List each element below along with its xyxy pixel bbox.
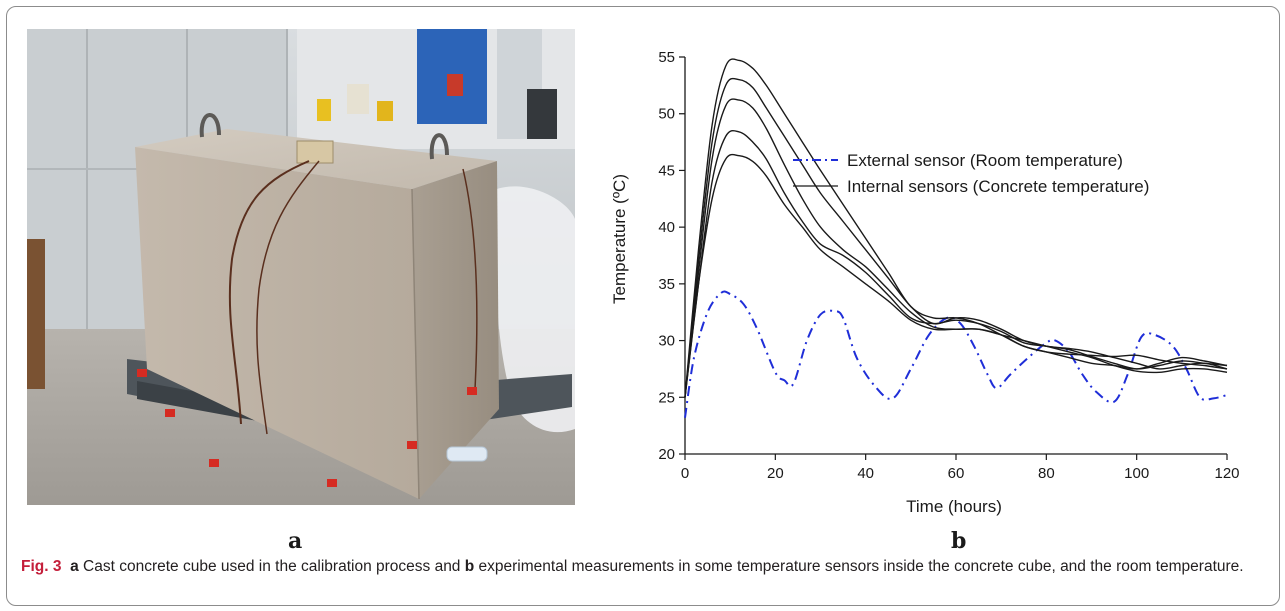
x-tick-label: 100 — [1124, 465, 1149, 482]
chart-axes — [684, 57, 1227, 455]
panel-b-label: b — [951, 528, 967, 554]
x-axis-label: Time (hours) — [906, 497, 1002, 516]
y-tick-label: 30 — [658, 333, 675, 350]
y-axis-label: Temperature (ºC) — [610, 174, 629, 304]
legend-internal-label: Internal sensors (Concrete temperature) — [847, 177, 1149, 196]
chart-series — [684, 58, 1228, 418]
caption-text-1: Cast concrete cube used in the calibrati… — [78, 558, 465, 575]
caption-label-a: a — [70, 558, 79, 575]
x-tick-label: 40 — [857, 465, 874, 482]
figure-number: Fig. 3 — [21, 558, 62, 575]
series-external-line — [684, 290, 1228, 418]
caption-text-2: experimental measurements in some temper… — [474, 558, 1244, 575]
x-tick-label: 60 — [948, 465, 965, 482]
y-ticks: 20 25 30 35 40 45 50 55 — [658, 49, 685, 463]
y-tick-label: 35 — [658, 276, 675, 293]
figure-frame: a 0 20 40 60 80 100 120 20 25 30 35 40 45 50 55 Tempe… — [6, 6, 1280, 606]
series-internal-line-3 — [684, 98, 1228, 398]
x-ticks: 0 20 40 60 80 100 120 — [681, 454, 1240, 482]
series-internal-line-4 — [684, 129, 1228, 398]
y-tick-label: 40 — [658, 219, 675, 236]
x-tick-label: 120 — [1214, 465, 1239, 482]
panel-a-label: a — [288, 528, 303, 554]
y-tick-label: 50 — [658, 106, 675, 123]
x-tick-label: 20 — [767, 465, 784, 482]
figure-caption: Fig. 3 a Cast concrete cube used in the … — [21, 555, 1271, 579]
legend-external-label: External sensor (Room temperature) — [847, 151, 1123, 170]
x-tick-label: 80 — [1038, 465, 1055, 482]
series-internal-line-1 — [684, 58, 1228, 398]
y-tick-label: 55 — [658, 49, 675, 66]
x-tick-label: 0 — [681, 465, 689, 482]
legend: External sensor (Room temperature) Inter… — [793, 151, 1149, 196]
y-tick-label: 25 — [658, 389, 675, 406]
concrete-cube-photo — [27, 29, 575, 505]
caption-label-b: b — [464, 558, 475, 575]
series-internal-line-2 — [684, 77, 1228, 398]
temperature-chart: 0 20 40 60 80 100 120 20 25 30 35 40 45 50 55 Tempera… — [610, 49, 1240, 516]
y-tick-label: 20 — [658, 446, 675, 463]
y-tick-label: 45 — [658, 162, 675, 179]
series-internal-line-5 — [684, 153, 1228, 398]
